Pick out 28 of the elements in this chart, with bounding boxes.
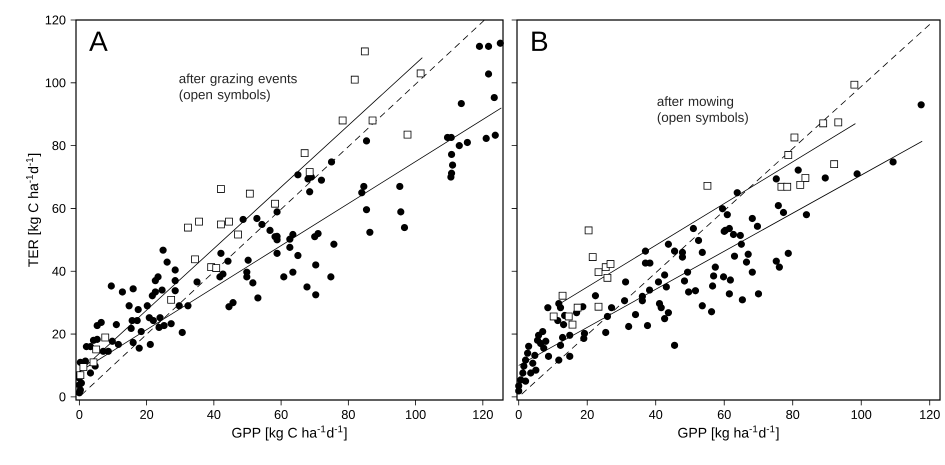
y-axis-title: TER [kg C ha$^{-1}$d$^{-1}$] bbox=[26, 154, 42, 267]
x-tick-label: 40 bbox=[648, 410, 662, 420]
y-tick-label: 60 bbox=[52, 204, 66, 213]
x-tick-label: 120 bbox=[920, 410, 940, 420]
x-tick-label: 80 bbox=[342, 410, 355, 420]
y-tick-label: 120 bbox=[46, 16, 66, 24]
x-tick-label: 120 bbox=[473, 410, 493, 420]
y-tick-label: 20 bbox=[52, 330, 66, 339]
x-tick-label: 100 bbox=[852, 410, 872, 420]
x-tick-label: 100 bbox=[406, 410, 426, 420]
x-tick-label: 0 bbox=[76, 410, 82, 420]
x-tick-label: 80 bbox=[786, 410, 800, 420]
annotation: B bbox=[532, 32, 548, 51]
y-tick-label: 100 bbox=[46, 78, 66, 88]
x-tick-label: 0 bbox=[516, 410, 522, 420]
y-tick-label: 40 bbox=[52, 266, 66, 276]
y-tick-label: 0 bbox=[59, 392, 66, 402]
x-tick-label: 40 bbox=[207, 410, 220, 420]
x-tick-label: 20 bbox=[580, 410, 594, 420]
y-tick-label: 80 bbox=[52, 141, 66, 150]
annotation: A bbox=[89, 32, 108, 51]
annotation: after grazing events (open symbols) bbox=[179, 73, 297, 102]
x-axis-title: GPP [kg ha$^{-1}$d$^{-1}$] bbox=[678, 425, 779, 440]
annotation: after mowing (open symbols) bbox=[657, 96, 748, 125]
x-tick-label: 20 bbox=[140, 410, 154, 420]
x-tick-label: 60 bbox=[274, 410, 288, 420]
x-tick-label: 60 bbox=[718, 410, 731, 420]
x-axis-title: GPP [kg C ha$^{-1}$d$^{-1}$] bbox=[232, 425, 347, 440]
